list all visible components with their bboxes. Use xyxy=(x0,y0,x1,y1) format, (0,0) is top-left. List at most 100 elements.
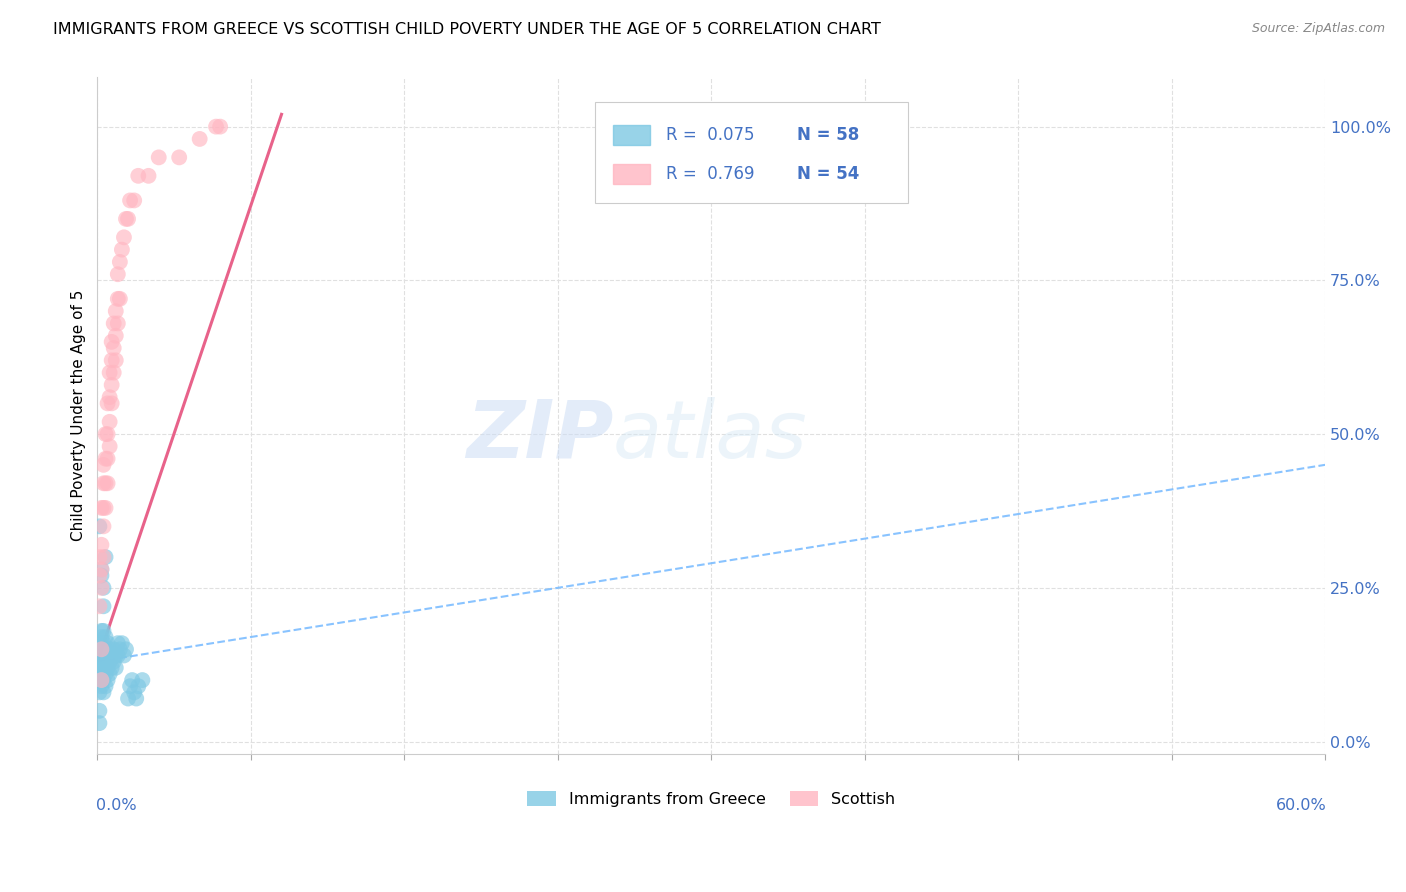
Point xyxy=(107,292,129,306)
Text: N = 58: N = 58 xyxy=(797,126,859,144)
Point xyxy=(98,390,121,404)
Point xyxy=(93,648,115,663)
Point xyxy=(97,476,120,491)
Point xyxy=(94,500,117,515)
Point xyxy=(94,630,117,644)
Point xyxy=(104,661,127,675)
Point xyxy=(127,679,149,693)
Point xyxy=(97,661,120,675)
Point xyxy=(93,624,115,638)
Point xyxy=(138,169,160,183)
Point xyxy=(94,667,117,681)
Text: 0.0%: 0.0% xyxy=(96,797,136,813)
Point xyxy=(112,648,135,663)
Point xyxy=(148,150,170,164)
Point xyxy=(94,679,117,693)
Point xyxy=(90,562,112,576)
Point xyxy=(93,476,115,491)
Text: Source: ZipAtlas.com: Source: ZipAtlas.com xyxy=(1251,22,1385,36)
Point xyxy=(117,691,139,706)
Point xyxy=(93,458,115,472)
Point xyxy=(93,581,115,595)
Point xyxy=(111,636,134,650)
Point xyxy=(90,655,112,669)
Point xyxy=(121,673,143,687)
Point xyxy=(107,317,129,331)
Point xyxy=(94,476,117,491)
Point xyxy=(100,396,122,410)
Point xyxy=(98,439,121,453)
Point xyxy=(94,427,117,442)
Text: ZIP: ZIP xyxy=(465,397,613,475)
Point xyxy=(117,211,139,226)
Point xyxy=(104,328,127,343)
Point xyxy=(115,642,138,657)
Bar xyxy=(613,164,650,185)
Point xyxy=(97,636,120,650)
Point xyxy=(89,716,111,731)
Point xyxy=(90,673,112,687)
Point xyxy=(89,550,111,565)
Point xyxy=(94,642,117,657)
Point xyxy=(90,581,112,595)
Point xyxy=(90,642,112,657)
FancyBboxPatch shape xyxy=(595,103,908,202)
Point xyxy=(103,366,125,380)
Point xyxy=(97,648,120,663)
Point xyxy=(107,648,129,663)
Point xyxy=(107,267,129,281)
Point xyxy=(100,334,122,349)
Point xyxy=(89,661,111,675)
Point xyxy=(93,685,115,699)
Text: IMMIGRANTS FROM GREECE VS SCOTTISH CHILD POVERTY UNDER THE AGE OF 5 CORRELATION : IMMIGRANTS FROM GREECE VS SCOTTISH CHILD… xyxy=(53,22,882,37)
Point xyxy=(93,519,115,533)
Point xyxy=(93,500,115,515)
Point xyxy=(104,353,127,368)
Point xyxy=(93,550,115,565)
Point xyxy=(120,194,142,208)
Point xyxy=(107,636,129,650)
Point xyxy=(97,427,120,442)
Y-axis label: Child Poverty Under the Age of 5: Child Poverty Under the Age of 5 xyxy=(72,290,86,541)
Point xyxy=(90,562,112,576)
Point xyxy=(103,341,125,355)
Point xyxy=(94,451,117,466)
Point xyxy=(100,648,122,663)
Point xyxy=(167,150,190,164)
Point xyxy=(125,691,148,706)
Point xyxy=(89,704,111,718)
Point xyxy=(89,673,111,687)
Point xyxy=(97,673,120,687)
Point xyxy=(98,655,121,669)
Point xyxy=(97,451,120,466)
Point xyxy=(93,661,115,675)
Point xyxy=(89,519,111,533)
Text: 60.0%: 60.0% xyxy=(1275,797,1326,813)
Point xyxy=(108,292,131,306)
Point xyxy=(90,673,112,687)
Point xyxy=(89,636,111,650)
Point xyxy=(89,685,111,699)
Point xyxy=(94,550,117,565)
Point xyxy=(111,243,134,257)
Point xyxy=(131,673,153,687)
Point xyxy=(90,661,112,675)
Text: R =  0.075: R = 0.075 xyxy=(666,126,754,144)
Point xyxy=(90,630,112,644)
Point xyxy=(127,169,149,183)
Point xyxy=(115,211,138,226)
Point xyxy=(100,353,122,368)
Point xyxy=(93,673,115,687)
Point xyxy=(89,648,111,663)
Point xyxy=(98,415,121,429)
Point xyxy=(120,679,142,693)
Point xyxy=(112,230,135,244)
Point xyxy=(93,599,115,614)
Point xyxy=(188,132,211,146)
Legend: Immigrants from Greece, Scottish: Immigrants from Greece, Scottish xyxy=(520,785,901,814)
Point xyxy=(90,500,112,515)
Point xyxy=(108,642,131,657)
Point xyxy=(94,655,117,669)
Text: R =  0.769: R = 0.769 xyxy=(666,165,754,183)
Point xyxy=(90,624,112,638)
